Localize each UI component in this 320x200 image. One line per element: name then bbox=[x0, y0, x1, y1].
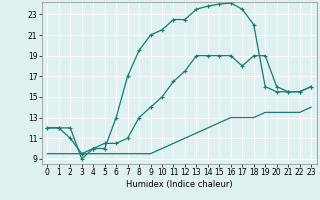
X-axis label: Humidex (Indice chaleur): Humidex (Indice chaleur) bbox=[126, 180, 233, 189]
